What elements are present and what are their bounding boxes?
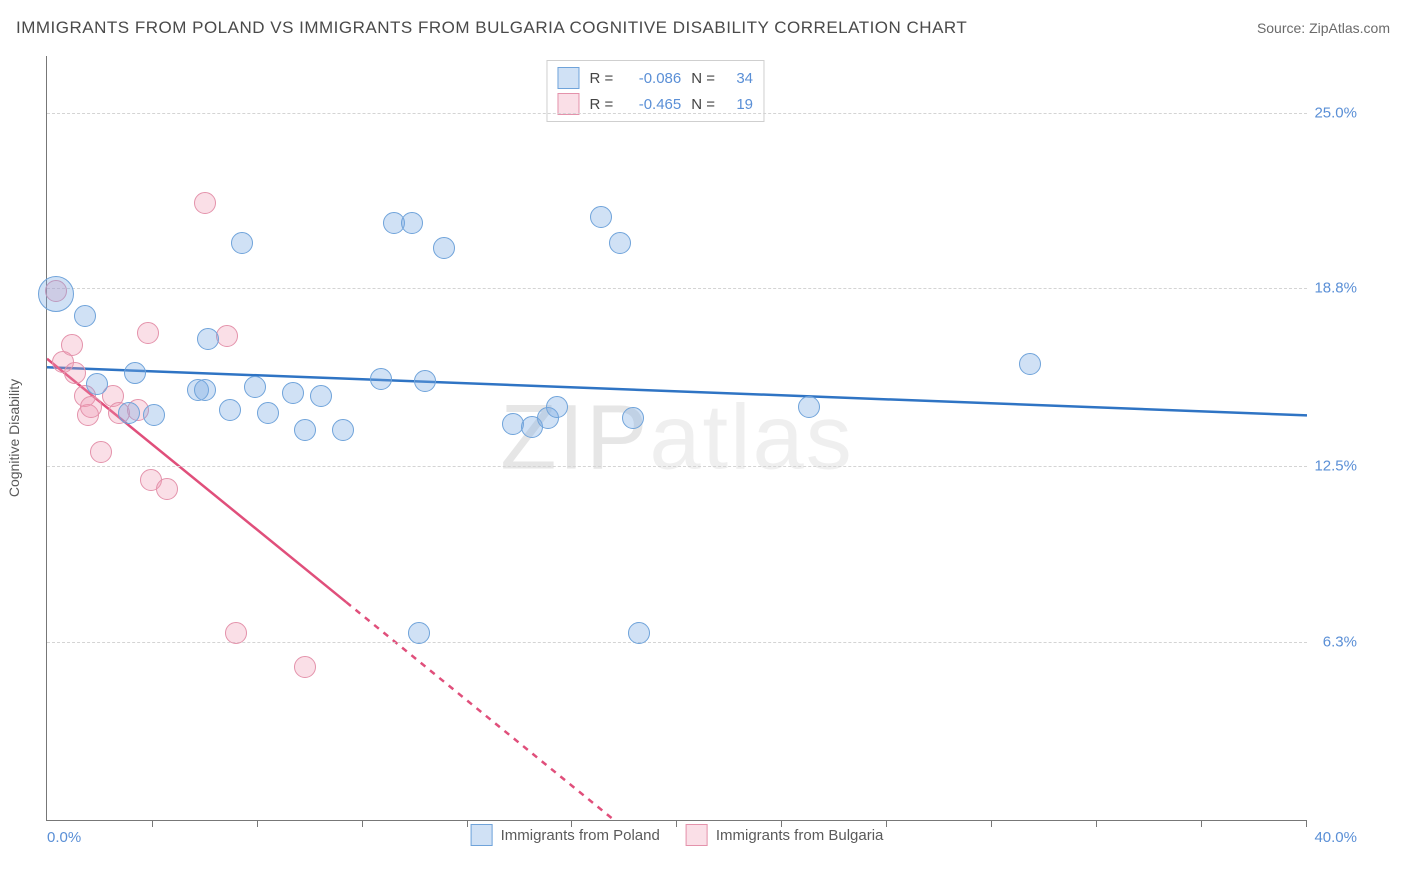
data-point [156, 478, 178, 500]
y-tick-label: 18.8% [1307, 280, 1357, 297]
data-point [310, 385, 332, 407]
data-point [74, 305, 96, 327]
data-point [194, 379, 216, 401]
data-point [401, 212, 423, 234]
data-point [628, 622, 650, 644]
data-point [609, 232, 631, 254]
x-axis-min-label: 0.0% [47, 829, 81, 846]
legend-row-poland: R = -0.086 N = 34 [557, 65, 753, 91]
legend-series: Immigrants from Poland Immigrants from B… [471, 824, 884, 846]
swatch-bulgaria-icon [686, 824, 708, 846]
data-point [143, 404, 165, 426]
data-point [64, 362, 86, 384]
n-label: N = [691, 70, 715, 87]
y-axis-title: Cognitive Disability [6, 379, 22, 497]
data-point [194, 192, 216, 214]
swatch-poland-icon [471, 824, 493, 846]
data-point [257, 402, 279, 424]
gridline-h [47, 113, 1307, 114]
gridline-h [47, 466, 1307, 467]
data-point [798, 396, 820, 418]
data-point [414, 370, 436, 392]
chart-source: Source: ZipAtlas.com [1257, 20, 1390, 36]
data-point [197, 328, 219, 350]
data-point [622, 407, 644, 429]
data-point [294, 656, 316, 678]
data-point [231, 232, 253, 254]
data-point [370, 368, 392, 390]
chart-title: IMMIGRANTS FROM POLAND VS IMMIGRANTS FRO… [16, 18, 967, 38]
y-tick-label: 25.0% [1307, 104, 1357, 121]
data-point [408, 622, 430, 644]
data-point [38, 276, 74, 312]
legend-label-bulgaria: Immigrants from Bulgaria [716, 827, 884, 844]
data-point [225, 622, 247, 644]
trend-lines [47, 56, 1307, 820]
legend-item-poland: Immigrants from Poland [471, 824, 660, 846]
data-point [219, 399, 241, 421]
data-point [282, 382, 304, 404]
data-point [294, 419, 316, 441]
n-value-poland: 34 [725, 70, 753, 87]
legend-label-poland: Immigrants from Poland [501, 827, 660, 844]
r-value-poland: -0.086 [623, 70, 681, 87]
data-point [546, 396, 568, 418]
r-value-bulgaria: -0.465 [623, 96, 681, 113]
data-point [118, 402, 140, 424]
data-point [1019, 353, 1041, 375]
data-point [244, 376, 266, 398]
data-point [216, 325, 238, 347]
swatch-poland-icon [557, 67, 579, 89]
data-point [80, 396, 102, 418]
gridline-h [47, 288, 1307, 289]
data-point [90, 441, 112, 463]
data-point [332, 419, 354, 441]
legend-item-bulgaria: Immigrants from Bulgaria [686, 824, 884, 846]
n-value-bulgaria: 19 [725, 96, 753, 113]
data-point [590, 206, 612, 228]
data-point [86, 373, 108, 395]
data-point [124, 362, 146, 384]
plot-container: Cognitive Disability ZIPatlas R = -0.086… [46, 56, 1356, 820]
x-axis-max-label: 40.0% [1314, 829, 1357, 846]
r-label: R = [589, 70, 613, 87]
y-tick-label: 6.3% [1307, 633, 1357, 650]
n-label: N = [691, 96, 715, 113]
r-label: R = [589, 96, 613, 113]
data-point [137, 322, 159, 344]
plot-area: ZIPatlas R = -0.086 N = 34 R = -0.465 N … [46, 56, 1307, 821]
data-point [433, 237, 455, 259]
y-tick-label: 12.5% [1307, 458, 1357, 475]
data-point [61, 334, 83, 356]
